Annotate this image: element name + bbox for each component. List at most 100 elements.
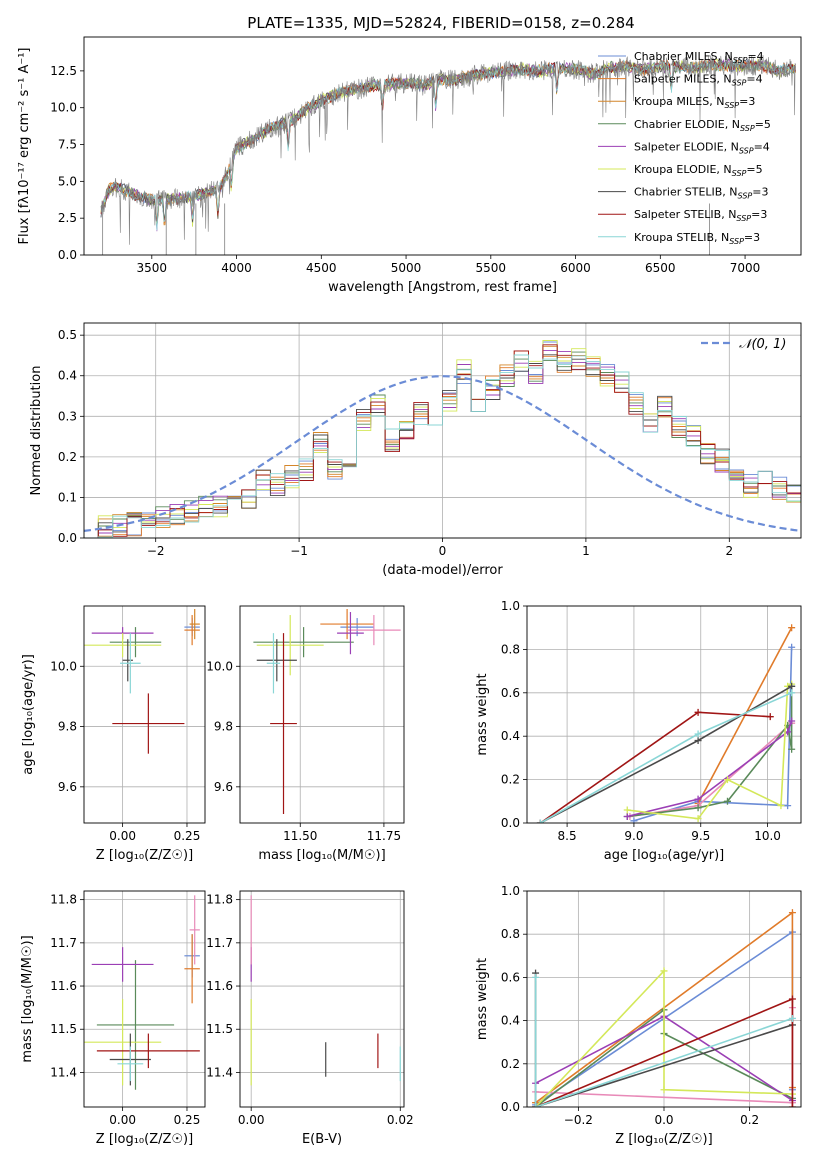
weight-marker bbox=[660, 967, 668, 975]
legend-label-main: Chabrier MILES, N bbox=[634, 50, 733, 63]
errorbar-point bbox=[84, 633, 162, 658]
panel-mass-weight-vs-z: −0.2 0.0 0.2 0.0 0.2 0.4 0.6 0.8 1.0 Z [log₁₀(Z/Z… bbox=[475, 884, 802, 1147]
x-tick-label: 0.00 bbox=[238, 1113, 265, 1127]
legend-label-suffix: =4 bbox=[754, 140, 770, 153]
weight-marker bbox=[694, 804, 702, 812]
weight-line bbox=[627, 686, 793, 818]
legend-label-suffix: =3 bbox=[751, 208, 767, 221]
legend-label-sub: SSP bbox=[736, 214, 751, 223]
weight-marker bbox=[660, 1086, 668, 1094]
x-tick-label: 9.0 bbox=[624, 829, 643, 843]
errorbar-point bbox=[253, 627, 354, 658]
panel-age-vs-z: 0.00 0.25 9.6 9.8 10.0 Z [log₁₀(Z/Z☉)] age [lo… bbox=[21, 605, 206, 863]
x-tick-label: 11.75 bbox=[367, 829, 401, 843]
x-tick-label: 0.2 bbox=[740, 1113, 759, 1127]
weight-marker bbox=[694, 730, 702, 738]
legend-label-main: Kroupa STELIB, N bbox=[634, 231, 729, 244]
legend-label: Salpeter MILES, NSSP=4 bbox=[634, 73, 763, 88]
weight-marker bbox=[694, 815, 702, 823]
axes-layer: 3500 4000 4500 5000 5500 6000 6500 7000 0.0 2.5 5.… bbox=[17, 36, 802, 1147]
panel-mass-vs-z: 0.00 0.25 11.4 11.5 11.6 11.7 11.8 Z [log₁₀(Z/Z… bbox=[20, 890, 206, 1147]
weight-marker bbox=[788, 717, 796, 725]
errorbar-point bbox=[184, 615, 200, 646]
panel-residuals: −2 −1 0 1 2 0.0 0.1 0.2 0.3 0.4 0.5 (data-model)/er… bbox=[29, 322, 802, 578]
legend-label-sub: SSP bbox=[733, 56, 748, 65]
axes-frame bbox=[239, 890, 405, 1108]
y-axis-label: age [log₁₀(age/yr)] bbox=[21, 654, 36, 775]
mass-weight-vs-age-lines bbox=[536, 624, 796, 823]
weight-marker bbox=[630, 817, 638, 823]
y-axis-label: Normed distribution bbox=[29, 366, 44, 496]
x-tick-label: 1 bbox=[582, 544, 590, 558]
axes-frame bbox=[526, 605, 802, 824]
axes-frame bbox=[83, 890, 206, 1108]
errorbar-point bbox=[109, 627, 162, 658]
weight-line bbox=[535, 968, 793, 1107]
legend-label-suffix: =5 bbox=[755, 118, 771, 131]
y-tick-label: 0.1 bbox=[58, 490, 77, 504]
weight-marker bbox=[723, 776, 731, 784]
x-tick-label: 4500 bbox=[306, 261, 337, 275]
x-axis-label: E(B-V) bbox=[302, 1132, 342, 1147]
y-tick-label: 11.8 bbox=[206, 893, 233, 907]
y-tick-label: 11.5 bbox=[206, 1022, 233, 1036]
y-tick-label: 11.5 bbox=[50, 1022, 77, 1036]
x-tick-label: 2 bbox=[725, 544, 733, 558]
spectrum-lines bbox=[100, 54, 796, 255]
weight-marker bbox=[788, 995, 796, 1003]
weight-marker bbox=[532, 973, 540, 981]
weight-line bbox=[534, 977, 793, 1107]
y-tick-label: 0.4 bbox=[501, 729, 520, 743]
weight-marker bbox=[723, 797, 731, 805]
weight-marker bbox=[788, 689, 796, 697]
mass-weight-vs-z-lines bbox=[532, 909, 796, 1107]
y-tick-label: 1.0 bbox=[501, 884, 520, 898]
errorbar-point bbox=[347, 615, 401, 646]
errorbar-point bbox=[337, 612, 364, 655]
legend-label: Kroupa STELIB, NSSP=3 bbox=[634, 231, 760, 246]
y-tick-label: 9.6 bbox=[214, 780, 233, 794]
x-tick-label: 3500 bbox=[137, 261, 168, 275]
x-axis-label: Z [log₁₀(Z/Z☉)] bbox=[96, 1132, 193, 1147]
weight-marker bbox=[532, 1103, 540, 1107]
data-spectrum-line bbox=[100, 54, 796, 245]
y-tick-label: 11.8 bbox=[50, 893, 77, 907]
figure-title: PLATE=1335, MJD=52824, FIBERID=0158, z=0… bbox=[247, 14, 634, 32]
y-tick-label: 0.4 bbox=[501, 1014, 520, 1028]
y-tick-label: 0.0 bbox=[58, 248, 77, 262]
x-axis-label: (data-model)/error bbox=[382, 563, 503, 578]
weight-marker bbox=[694, 737, 702, 745]
mass-vs-z-points bbox=[84, 895, 200, 1090]
x-tick-label: 5500 bbox=[476, 261, 507, 275]
weight-marker bbox=[784, 802, 792, 810]
x-tick-label: 7000 bbox=[730, 261, 761, 275]
x-axis-label: age [log₁₀(age/yr)] bbox=[604, 848, 725, 863]
x-axis-label: Z [log₁₀(Z/Z☉)] bbox=[615, 1132, 712, 1147]
y-tick-label: 0.0 bbox=[501, 1100, 520, 1114]
legend-label-main: Kroupa MILES, N bbox=[634, 95, 724, 108]
age-vs-z-points bbox=[84, 609, 200, 754]
weight-marker bbox=[623, 806, 631, 814]
y-tick-label: 5.0 bbox=[58, 174, 77, 188]
legend-label-main: Salpeter ELODIE, N bbox=[634, 140, 739, 153]
legend-label: Kroupa MILES, NSSP=3 bbox=[634, 95, 755, 110]
panel-spectrum: 3500 4000 4500 5000 5500 6000 6500 7000 0.0 2.5 5.… bbox=[17, 36, 802, 295]
x-tick-label: −1 bbox=[290, 544, 308, 558]
errorbar-point bbox=[189, 609, 200, 640]
weight-marker bbox=[788, 745, 796, 753]
y-tick-label: 0.6 bbox=[501, 686, 520, 700]
legend-label: Kroupa ELODIE, NSSP=5 bbox=[634, 163, 763, 178]
y-tick-label: 0.0 bbox=[58, 531, 77, 545]
x-axis-label: mass [log₁₀(M/M☉)] bbox=[258, 848, 385, 863]
weight-marker bbox=[536, 819, 544, 823]
y-tick-label: 0.2 bbox=[501, 773, 520, 787]
errorbar-point bbox=[120, 633, 141, 694]
weight-marker bbox=[694, 795, 702, 803]
y-tick-label: 0.8 bbox=[501, 927, 520, 941]
errorbar-point bbox=[270, 633, 297, 814]
y-tick-label: 0.2 bbox=[58, 450, 77, 464]
x-tick-label: 6000 bbox=[560, 261, 591, 275]
errorbar-point bbox=[266, 633, 281, 694]
y-tick-label: 11.4 bbox=[50, 1065, 77, 1079]
